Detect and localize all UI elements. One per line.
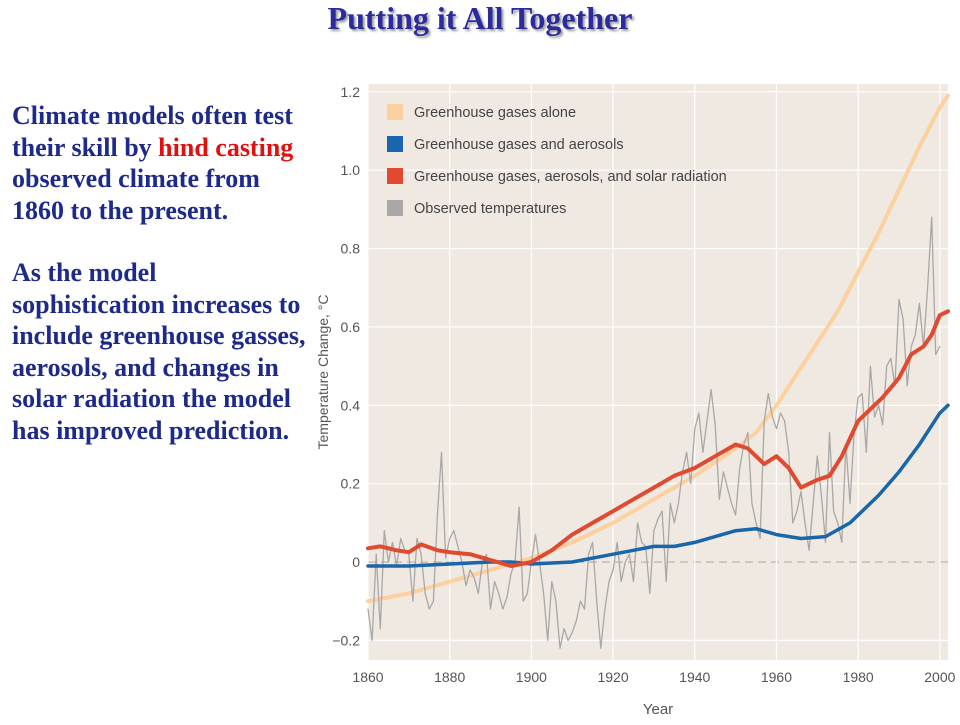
legend: Greenhouse gases alone Greenhouse gases a… [387, 104, 727, 217]
legend-swatch [387, 136, 403, 152]
y-tick-label: 0.4 [341, 397, 361, 413]
x-tick-label: 1940 [679, 669, 710, 685]
series-line-aerosols [366, 403, 950, 568]
series-line-observed [367, 216, 941, 649]
y-axis-label: Temperature Change, °C [315, 294, 331, 449]
y-tick-label: 1.0 [341, 162, 361, 178]
legend-swatch [387, 104, 403, 120]
paragraph-sophistication: As the model sophistication increases to… [12, 258, 306, 445]
temperature-chart: −0.2 0 0.2 0.4 0.6 0.8 1.0 1.2 1860 1880 1900 1920 1… [315, 84, 956, 718]
x-axis-label: Year [643, 701, 673, 718]
paragraph-hindcasting: Climate models often test their skill by… [12, 100, 312, 226]
y-tick-label: 1.2 [341, 84, 361, 100]
paragraph-hindcasting-before: Climate models often test their skill by [12, 101, 293, 162]
y-tick-label: 0.2 [341, 476, 361, 492]
slide-title: Putting it All Together [327, 0, 633, 36]
body-text: Climate models often test their skill by… [12, 100, 312, 446]
x-tick-label: 1860 [352, 669, 383, 685]
x-tick-label: 1980 [843, 669, 874, 685]
series-line-solar [366, 309, 950, 568]
x-tick-label: 1900 [516, 669, 547, 685]
y-tick-label: 0 [352, 554, 360, 570]
legend-label: Observed temperatures [414, 201, 566, 217]
x-tick-label: 1960 [761, 669, 792, 685]
temperature-figure: −0.2 0 0.2 0.4 0.6 0.8 1.0 1.2 1860 1880 1900 1920 1… [312, 74, 960, 720]
y-tick-label: 0.6 [341, 319, 361, 335]
y-tick-label: −0.2 [332, 632, 360, 648]
y-tick-label: 0.8 [341, 241, 361, 257]
legend-label: Greenhouse gases, aerosols, and solar ra… [414, 169, 727, 185]
paragraph-hindcasting-after: observed climate from 1860 to the presen… [12, 164, 260, 225]
x-tick-label: 2000 [924, 669, 955, 685]
legend-label: Greenhouse gases and aerosols [414, 137, 624, 153]
legend-label: Greenhouse gases alone [414, 105, 576, 121]
legend-swatch [387, 200, 403, 216]
hind-casting-highlight: hind casting [158, 132, 294, 162]
x-tick-label: 1920 [597, 669, 628, 685]
x-tick-label: 1880 [434, 669, 465, 685]
legend-swatch [387, 168, 403, 184]
